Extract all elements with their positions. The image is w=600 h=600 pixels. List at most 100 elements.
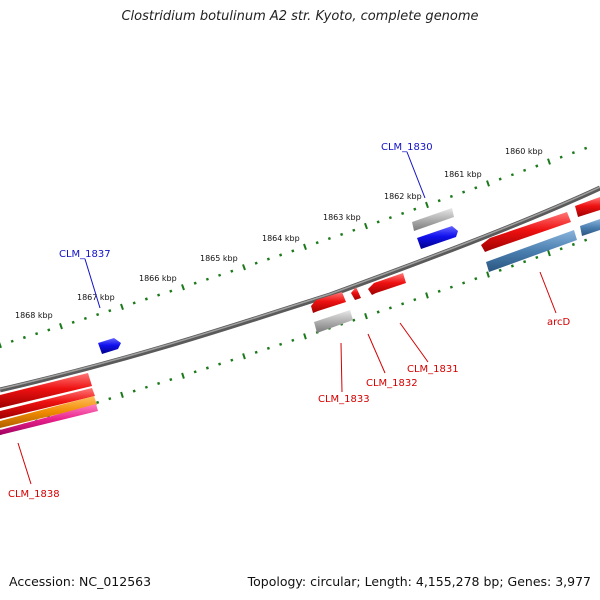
minor-tick: [376, 310, 380, 314]
minor-tick: [498, 268, 502, 272]
minor-tick: [510, 264, 514, 268]
kbp-label: 1868 kbp: [15, 311, 53, 320]
minor-tick: [535, 164, 539, 168]
minor-tick: [340, 232, 344, 236]
major-tick: [364, 312, 368, 320]
minor-tick: [449, 285, 453, 289]
inner-scale-ring: [0, 238, 588, 436]
kbp-labels: 1860 kbp 1861 kbp 1862 kbp 1863 kbp 1864…: [15, 147, 543, 320]
major-tick: [425, 201, 429, 209]
feature-clm1837: [98, 338, 121, 354]
feature-red: [575, 197, 600, 217]
genome-backbone: [0, 185, 600, 393]
major-tick: [547, 158, 551, 165]
minor-tick: [437, 199, 441, 203]
map-title: Clostridium botulinum A2 str. Kyoto, com…: [121, 9, 479, 24]
minor-tick: [352, 318, 356, 322]
minor-tick: [254, 261, 258, 265]
kbp-label: 1866 kbp: [139, 274, 177, 283]
minor-tick: [279, 342, 283, 346]
feature-red: [481, 212, 571, 252]
minor-tick: [169, 378, 173, 382]
minor-tick: [584, 146, 588, 150]
minor-tick: [437, 289, 441, 293]
feature-clm1831: [368, 273, 406, 295]
minor-tick: [376, 220, 380, 224]
major-tick: [486, 180, 490, 187]
minor-tick: [96, 313, 100, 317]
minor-tick: [254, 350, 258, 354]
minor-tick: [449, 194, 453, 198]
minor-tick: [47, 328, 51, 332]
gene-label-clm1830: CLM_1830: [381, 142, 433, 153]
minor-tick: [535, 255, 539, 259]
minor-tick: [218, 273, 222, 277]
minor-tick: [132, 301, 136, 305]
kbp-label: 1864 kbp: [262, 234, 300, 243]
reverse-features: [0, 373, 98, 435]
major-tick: [120, 303, 124, 311]
forward-features: [98, 197, 600, 354]
minor-tick: [71, 320, 75, 324]
minor-tick: [205, 277, 209, 281]
outer-scale-ring: [0, 146, 588, 349]
feature-arcd: [486, 230, 577, 272]
feature-orange: [0, 396, 97, 428]
minor-tick: [205, 366, 209, 370]
minor-tick: [108, 397, 112, 401]
major-tick: [486, 271, 490, 278]
feature-clm1833: [311, 292, 346, 313]
major-tick: [0, 342, 2, 349]
major-tick: [181, 372, 185, 379]
feature-red: [0, 373, 92, 408]
minor-tick: [523, 168, 527, 172]
minor-tick: [157, 381, 161, 385]
feature-clm1838: [0, 404, 98, 435]
kbp-label: 1862 kbp: [384, 192, 422, 201]
minor-tick: [96, 400, 100, 404]
minor-tick: [401, 302, 405, 306]
minor-tick: [266, 257, 270, 261]
major-tick: [59, 322, 63, 330]
gene-label-clm1833: CLM_1833: [318, 394, 370, 405]
minor-tick: [462, 281, 466, 285]
minor-tick: [108, 309, 112, 313]
kbp-label: 1861 kbp: [444, 170, 482, 179]
minor-tick: [388, 306, 392, 310]
major-tick: [303, 333, 307, 340]
minor-tick: [510, 173, 514, 177]
major-tick: [120, 391, 124, 399]
gene-label-clm1831: CLM_1831: [407, 364, 459, 375]
minor-tick: [584, 238, 588, 242]
accession-text: Accession: NC_012563: [9, 574, 152, 589]
minor-tick: [22, 335, 26, 340]
minor-tick: [132, 389, 136, 393]
minor-tick: [144, 297, 148, 301]
minor-tick: [462, 190, 466, 194]
minor-tick: [413, 298, 417, 302]
major-tick: [242, 264, 246, 271]
minor-tick: [571, 242, 575, 247]
gene-labels: CLM_1830 CLM_1831 CLM_1832 CLM_1833 CLM_…: [8, 142, 571, 500]
major-tick: [547, 249, 551, 257]
minor-tick: [559, 155, 563, 159]
minor-tick: [230, 358, 234, 362]
genome-backbone-highlight: [0, 186, 600, 390]
minor-tick: [291, 338, 295, 342]
feature-grey: [412, 208, 454, 231]
kbp-label: 1860 kbp: [505, 147, 543, 156]
kbp-label: 1867 kbp: [77, 293, 115, 302]
minor-tick: [83, 316, 87, 320]
major-tick: [181, 284, 185, 291]
minor-tick: [559, 247, 563, 251]
minor-tick: [474, 186, 478, 190]
minor-tick: [327, 237, 331, 241]
feature-red: [0, 388, 95, 419]
minor-tick: [291, 249, 295, 253]
gene-label-clm1832: CLM_1832: [366, 378, 418, 389]
feature-clm1830: [417, 226, 458, 249]
minor-tick: [498, 177, 502, 181]
major-tick: [364, 222, 368, 230]
feature-grey: [314, 310, 353, 333]
